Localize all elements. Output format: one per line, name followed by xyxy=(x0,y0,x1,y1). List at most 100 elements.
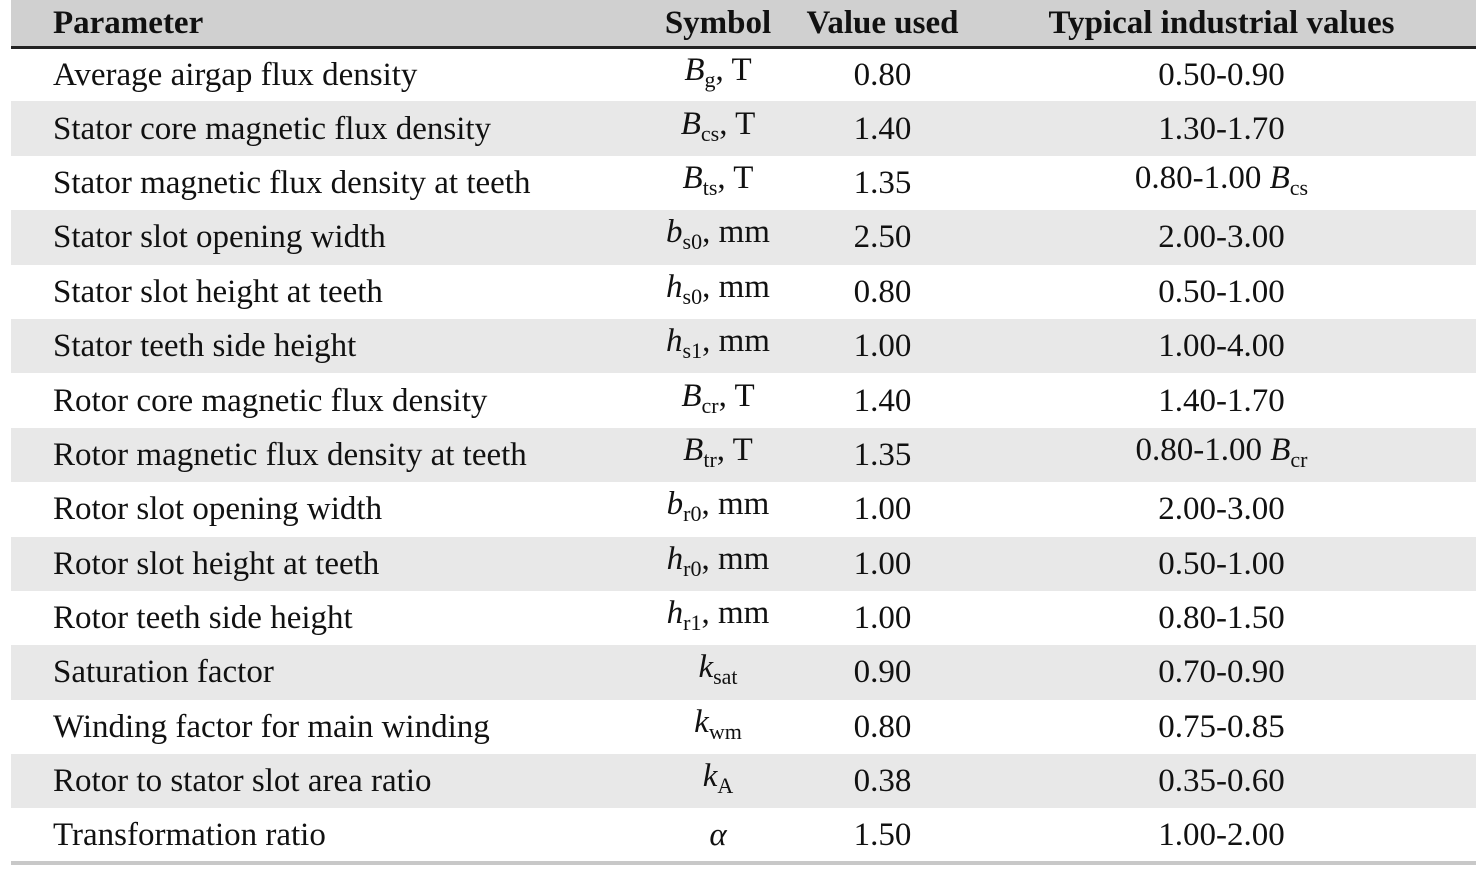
symbol-subscript: r0 xyxy=(683,501,702,527)
cell-parameter: Saturation factor xyxy=(53,654,274,691)
cell-symbol: Bcs, T xyxy=(638,101,798,155)
typical-symbol-letter: B xyxy=(1270,431,1291,468)
table-row: Rotor slot height at teeth hr0, mm 1.00 0.5… xyxy=(11,536,1476,591)
header-parameter: Parameter xyxy=(11,0,638,49)
symbol-unit: , T xyxy=(718,377,755,414)
symbol-letter: b xyxy=(666,214,683,251)
symbol-subscript: s0 xyxy=(682,229,703,255)
symbol-letter: B xyxy=(681,377,702,414)
table-row: Rotor core magnetic flux density Bcr, T 1.… xyxy=(11,373,1476,427)
cell-parameter: Rotor slot height at teeth xyxy=(53,545,380,582)
typical-symbol-subscript: cs xyxy=(1289,174,1309,200)
cell-symbol: kwm xyxy=(638,700,798,754)
symbol-unit: , mm xyxy=(702,268,770,305)
symbol-subscript: g xyxy=(704,66,716,92)
typical-range: 1.40-1.70 xyxy=(1158,382,1285,419)
cell-parameter: Stator slot height at teeth xyxy=(53,273,383,310)
typical-range: 0.35-0.60 xyxy=(1158,763,1285,800)
cell-parameter: Stator core magnetic flux density xyxy=(53,110,492,147)
symbol-letter: h xyxy=(666,595,684,632)
cell-typical-values: 1.30-1.70 xyxy=(967,101,1476,155)
symbol-subscript: s1 xyxy=(682,338,703,364)
symbol-letter: b xyxy=(666,486,684,523)
cell-value-used: 1.00 xyxy=(853,600,912,637)
symbol-subscript: A xyxy=(717,773,734,799)
cell-parameter: Winding factor for main winding xyxy=(53,708,490,745)
table-row: Rotor to stator slot area ratio kA 0.38 0.3… xyxy=(11,754,1476,809)
cell-symbol: bs0, mm xyxy=(638,210,798,264)
symbol-subscript: s0 xyxy=(682,283,703,309)
cell-symbol: α xyxy=(638,808,798,865)
symbol-unit: , T xyxy=(717,159,754,196)
cell-symbol: hs1, mm xyxy=(638,319,798,373)
table-row: Stator slot opening width bs0, mm 2.50 2.00… xyxy=(11,210,1476,265)
table-body: Average airgap flux density Bg, T 0.80 0.50… xyxy=(11,47,1476,865)
cell-parameter: Rotor slot opening width xyxy=(53,491,383,528)
symbol-letter: α xyxy=(709,816,727,853)
table-row: Rotor magnetic flux density at teeth Btr,… xyxy=(11,427,1476,483)
cell-parameter: Rotor core magnetic flux density xyxy=(53,382,488,419)
table-row: Stator magnetic flux density at teeth Bts… xyxy=(11,156,1476,210)
symbol-unit: , mm xyxy=(702,214,770,251)
symbol-unit: , mm xyxy=(701,540,770,577)
cell-typical-values: 0.80-1.50 xyxy=(967,591,1476,645)
cell-parameter: Stator teeth side height xyxy=(53,328,357,365)
parameter-table: Parameter Symbol Value used Typical indu… xyxy=(11,0,1476,865)
cell-symbol: hr1, mm xyxy=(638,591,798,645)
table-row: Stator core magnetic flux density Bcs, T 1… xyxy=(11,101,1476,156)
typical-range: 2.00-3.00 xyxy=(1158,491,1285,528)
symbol-unit: , mm xyxy=(701,595,770,632)
cell-typical-values: 1.40-1.70 xyxy=(967,373,1476,427)
symbol-subscript: cs xyxy=(700,120,720,146)
symbol-letter: B xyxy=(684,51,705,88)
symbol-subscript: wm xyxy=(708,718,742,744)
cell-typical-values: 2.00-3.00 xyxy=(967,210,1476,264)
header-row: Parameter Symbol Value used Typical indu… xyxy=(11,0,1476,49)
typical-range: 2.00-3.00 xyxy=(1158,219,1285,256)
symbol-subscript: sat xyxy=(713,664,738,690)
cell-symbol: ksat xyxy=(638,645,798,699)
cell-typical-values: 1.00-2.00 xyxy=(967,808,1476,865)
cell-value-used: 0.80 xyxy=(853,708,912,745)
cell-value-used: 0.80 xyxy=(853,56,912,93)
cell-value-used: 1.00 xyxy=(853,328,912,365)
cell-value-used: 1.35 xyxy=(853,436,912,473)
symbol-letter: h xyxy=(666,323,683,360)
symbol-subscript: r0 xyxy=(683,555,702,581)
cell-parameter: Rotor to stator slot area ratio xyxy=(53,763,432,800)
cell-value-used: 2.50 xyxy=(853,219,912,256)
symbol-letter: h xyxy=(666,268,683,305)
typical-range: 0.80-1.00 xyxy=(1134,159,1270,196)
cell-typical-values: 0.75-0.85 xyxy=(967,700,1476,754)
typical-range: 1.30-1.70 xyxy=(1158,110,1285,147)
cell-typical-values: 0.50-0.90 xyxy=(967,47,1476,101)
typical-range: 0.80-1.00 xyxy=(1135,431,1271,468)
cell-value-used: 1.00 xyxy=(853,545,912,582)
table-header: Parameter Symbol Value used Typical indu… xyxy=(11,0,1476,49)
cell-symbol: br0, mm xyxy=(638,482,798,536)
typical-range: 0.50-1.00 xyxy=(1158,273,1285,310)
symbol-unit: , mm xyxy=(702,323,770,360)
cell-typical-values: 2.00-3.00 xyxy=(967,482,1476,536)
cell-symbol: Bg, T xyxy=(638,47,798,101)
typical-range: 1.00-4.00 xyxy=(1158,328,1285,365)
symbol-letter: B xyxy=(680,105,701,142)
cell-typical-values: 0.80-1.00 Bcs xyxy=(967,156,1476,210)
cell-typical-values: 1.00-4.00 xyxy=(967,319,1476,373)
cell-value-used: 1.35 xyxy=(853,164,912,201)
cell-parameter: Transformation ratio xyxy=(11,808,638,865)
header-typical-values: Typical industrial values xyxy=(967,0,1476,49)
cell-value-used: 0.38 xyxy=(853,763,912,800)
cell-parameter: Stator magnetic flux density at teeth xyxy=(53,164,531,201)
parameter-table-container: Parameter Symbol Value used Typical indu… xyxy=(11,0,1476,871)
table-row: Average airgap flux density Bg, T 0.80 0.50… xyxy=(11,47,1476,101)
typical-range: 0.50-1.00 xyxy=(1158,545,1285,582)
symbol-letter: k xyxy=(694,703,709,740)
cell-typical-values: 0.80-1.00 Bcr xyxy=(967,428,1476,482)
typical-symbol-letter: B xyxy=(1269,159,1290,196)
symbol-letter: h xyxy=(666,540,684,577)
symbol-subscript: tr xyxy=(703,446,717,472)
cell-value-used: 1.00 xyxy=(853,491,912,528)
symbol-unit: , T xyxy=(716,431,753,468)
cell-value-used: 1.50 xyxy=(798,808,967,865)
